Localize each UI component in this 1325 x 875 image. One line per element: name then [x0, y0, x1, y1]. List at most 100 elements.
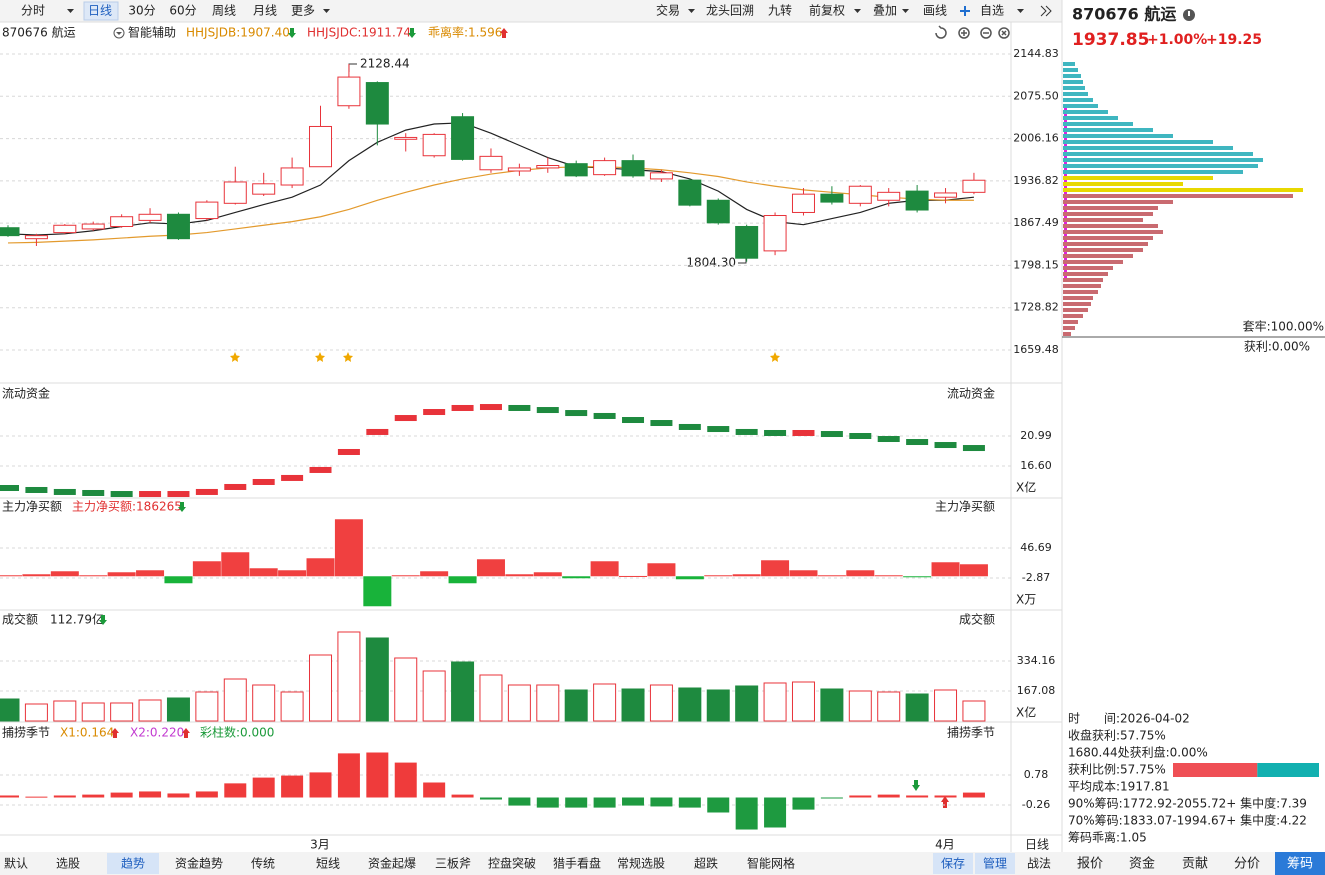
net-bar	[278, 570, 307, 577]
chip-bar	[1063, 260, 1123, 264]
candle-body	[365, 82, 389, 125]
bottom-tab[interactable]: 控盘突破	[488, 856, 536, 871]
volume-bar	[422, 670, 446, 722]
bottom-tab[interactable]: 短线	[316, 857, 340, 871]
y-tick-label: 1798.15	[1013, 258, 1059, 271]
toolbar-button[interactable]: 九转	[768, 3, 792, 18]
chip-bar	[1063, 206, 1158, 210]
flow-bar	[678, 423, 701, 430]
chip-bar	[1063, 146, 1233, 150]
bottom-tab[interactable]: 资金起爆	[368, 856, 416, 871]
candle-body	[564, 163, 588, 177]
panel-title: 成交额	[2, 612, 38, 627]
net-bar	[306, 558, 335, 577]
profit: 获利:0.00%	[1244, 340, 1310, 354]
bottom-button[interactable]: 保存	[941, 857, 965, 871]
toolbar-button[interactable]: 周线	[212, 4, 236, 18]
candle-body	[479, 155, 503, 171]
assist[interactable]: 智能辅助	[128, 25, 176, 40]
chip-info: 时 间:2026-04-02	[1068, 712, 1190, 726]
candle-body	[649, 172, 673, 180]
flow-bar	[536, 407, 559, 414]
volume-bar	[365, 637, 389, 722]
pct: +1.00%	[1147, 32, 1207, 48]
chip-bar	[1063, 62, 1075, 66]
toolbar-button[interactable]: 交易	[656, 3, 680, 18]
bottom-tab[interactable]: 三板斧	[435, 857, 471, 871]
side-tab[interactable]: 贡献	[1182, 857, 1208, 872]
volume-bar	[138, 699, 162, 722]
flow-bar	[707, 426, 730, 433]
chip-bar	[1063, 164, 1258, 168]
flow-bar	[764, 429, 787, 436]
panel-icons[interactable]	[935, 25, 1010, 39]
y-tick-label: 1728.82	[1013, 301, 1059, 314]
volume-bar	[905, 693, 929, 722]
net-bar	[221, 552, 250, 577]
volume-bar	[934, 689, 958, 722]
y-tick-label: 20.99	[1020, 429, 1052, 442]
bottom-tab[interactable]: 趋势	[121, 857, 145, 871]
bottom-tab[interactable]: 超跌	[694, 856, 718, 871]
panel-title: 捕捞季节	[2, 725, 50, 740]
toolbar-button[interactable]: 分时	[21, 4, 45, 18]
bottom-tab[interactable]: 猎手看盘	[553, 856, 601, 871]
chip-bar	[1063, 266, 1113, 270]
toolbar-button[interactable]: 30分	[128, 4, 155, 18]
chip-info: 获利比例:57.75%	[1068, 763, 1166, 777]
hhjsjdb: HHJSJDB:1907.40	[186, 26, 290, 40]
down-arrow	[99, 615, 107, 625]
net-bar	[846, 570, 875, 577]
toolbar-button[interactable]: 前复权	[809, 3, 845, 18]
season-bar	[394, 762, 417, 798]
chip-info: 筹码乖离:1.05	[1068, 830, 1147, 845]
bottom-tab[interactable]: 常规选股	[617, 856, 665, 871]
candle-body	[621, 160, 645, 177]
toolbar-button[interactable]: 60分	[169, 4, 196, 18]
toolbar-button[interactable]: 日线	[88, 4, 112, 18]
bottom-tab[interactable]: 选股	[56, 857, 80, 871]
toolbar-button[interactable]: 画线	[923, 4, 947, 18]
side-tab[interactable]: 报价	[1077, 857, 1103, 872]
side-tab[interactable]: 资金	[1129, 856, 1155, 872]
candle-body	[53, 224, 77, 234]
more-icon[interactable]	[1040, 5, 1052, 17]
candle-body	[536, 165, 560, 169]
bottom-tab[interactable]: 智能网格	[747, 856, 795, 871]
chip-bar	[1063, 134, 1173, 138]
info-icon	[1188, 11, 1190, 16]
chip-bar	[1063, 236, 1153, 240]
toolbar-button[interactable]: 更多	[291, 4, 315, 18]
toolbar-button[interactable]: 龙头回溯	[706, 3, 754, 18]
bottom-tab[interactable]: 传统	[251, 856, 275, 871]
net-bar	[391, 575, 420, 577]
candle-body	[280, 167, 304, 186]
y-tick-label: 2006.16	[1013, 132, 1059, 145]
bottom-button[interactable]: 战法	[1027, 857, 1051, 871]
bottom-tab[interactable]: 资金趋势	[175, 856, 223, 871]
candle-body	[735, 225, 759, 259]
toolbar-button[interactable]: 自选	[980, 4, 1004, 18]
chip-info: 平均成本:1917.81	[1068, 780, 1170, 794]
chip-bar	[1063, 254, 1133, 258]
toolbar-button[interactable]: 月线	[253, 4, 277, 18]
bottom-button[interactable]: 管理	[983, 856, 1007, 871]
down-arrow	[178, 502, 186, 512]
dropdown-arrow	[688, 9, 695, 13]
toolbar-button[interactable]: 叠加	[873, 4, 897, 18]
chip-bar	[1063, 278, 1103, 282]
chip-info: 90%筹码:1772.92-2055.72+ 集中度:7.39	[1068, 796, 1307, 811]
bottom-tab[interactable]: 默认	[4, 856, 28, 871]
chip-bar	[1063, 224, 1158, 228]
side-tab[interactable]: 筹码	[1287, 856, 1313, 872]
season-bar	[82, 794, 105, 798]
side-tab[interactable]: 分价	[1234, 857, 1260, 872]
season-bar	[110, 792, 133, 798]
season-bar	[877, 794, 900, 798]
net-bar	[732, 574, 761, 577]
season-bar	[707, 797, 730, 813]
y-tick-label: 1867.49	[1013, 216, 1059, 229]
y-tick-label: 0.78	[1024, 768, 1049, 781]
candle-body	[848, 185, 872, 204]
